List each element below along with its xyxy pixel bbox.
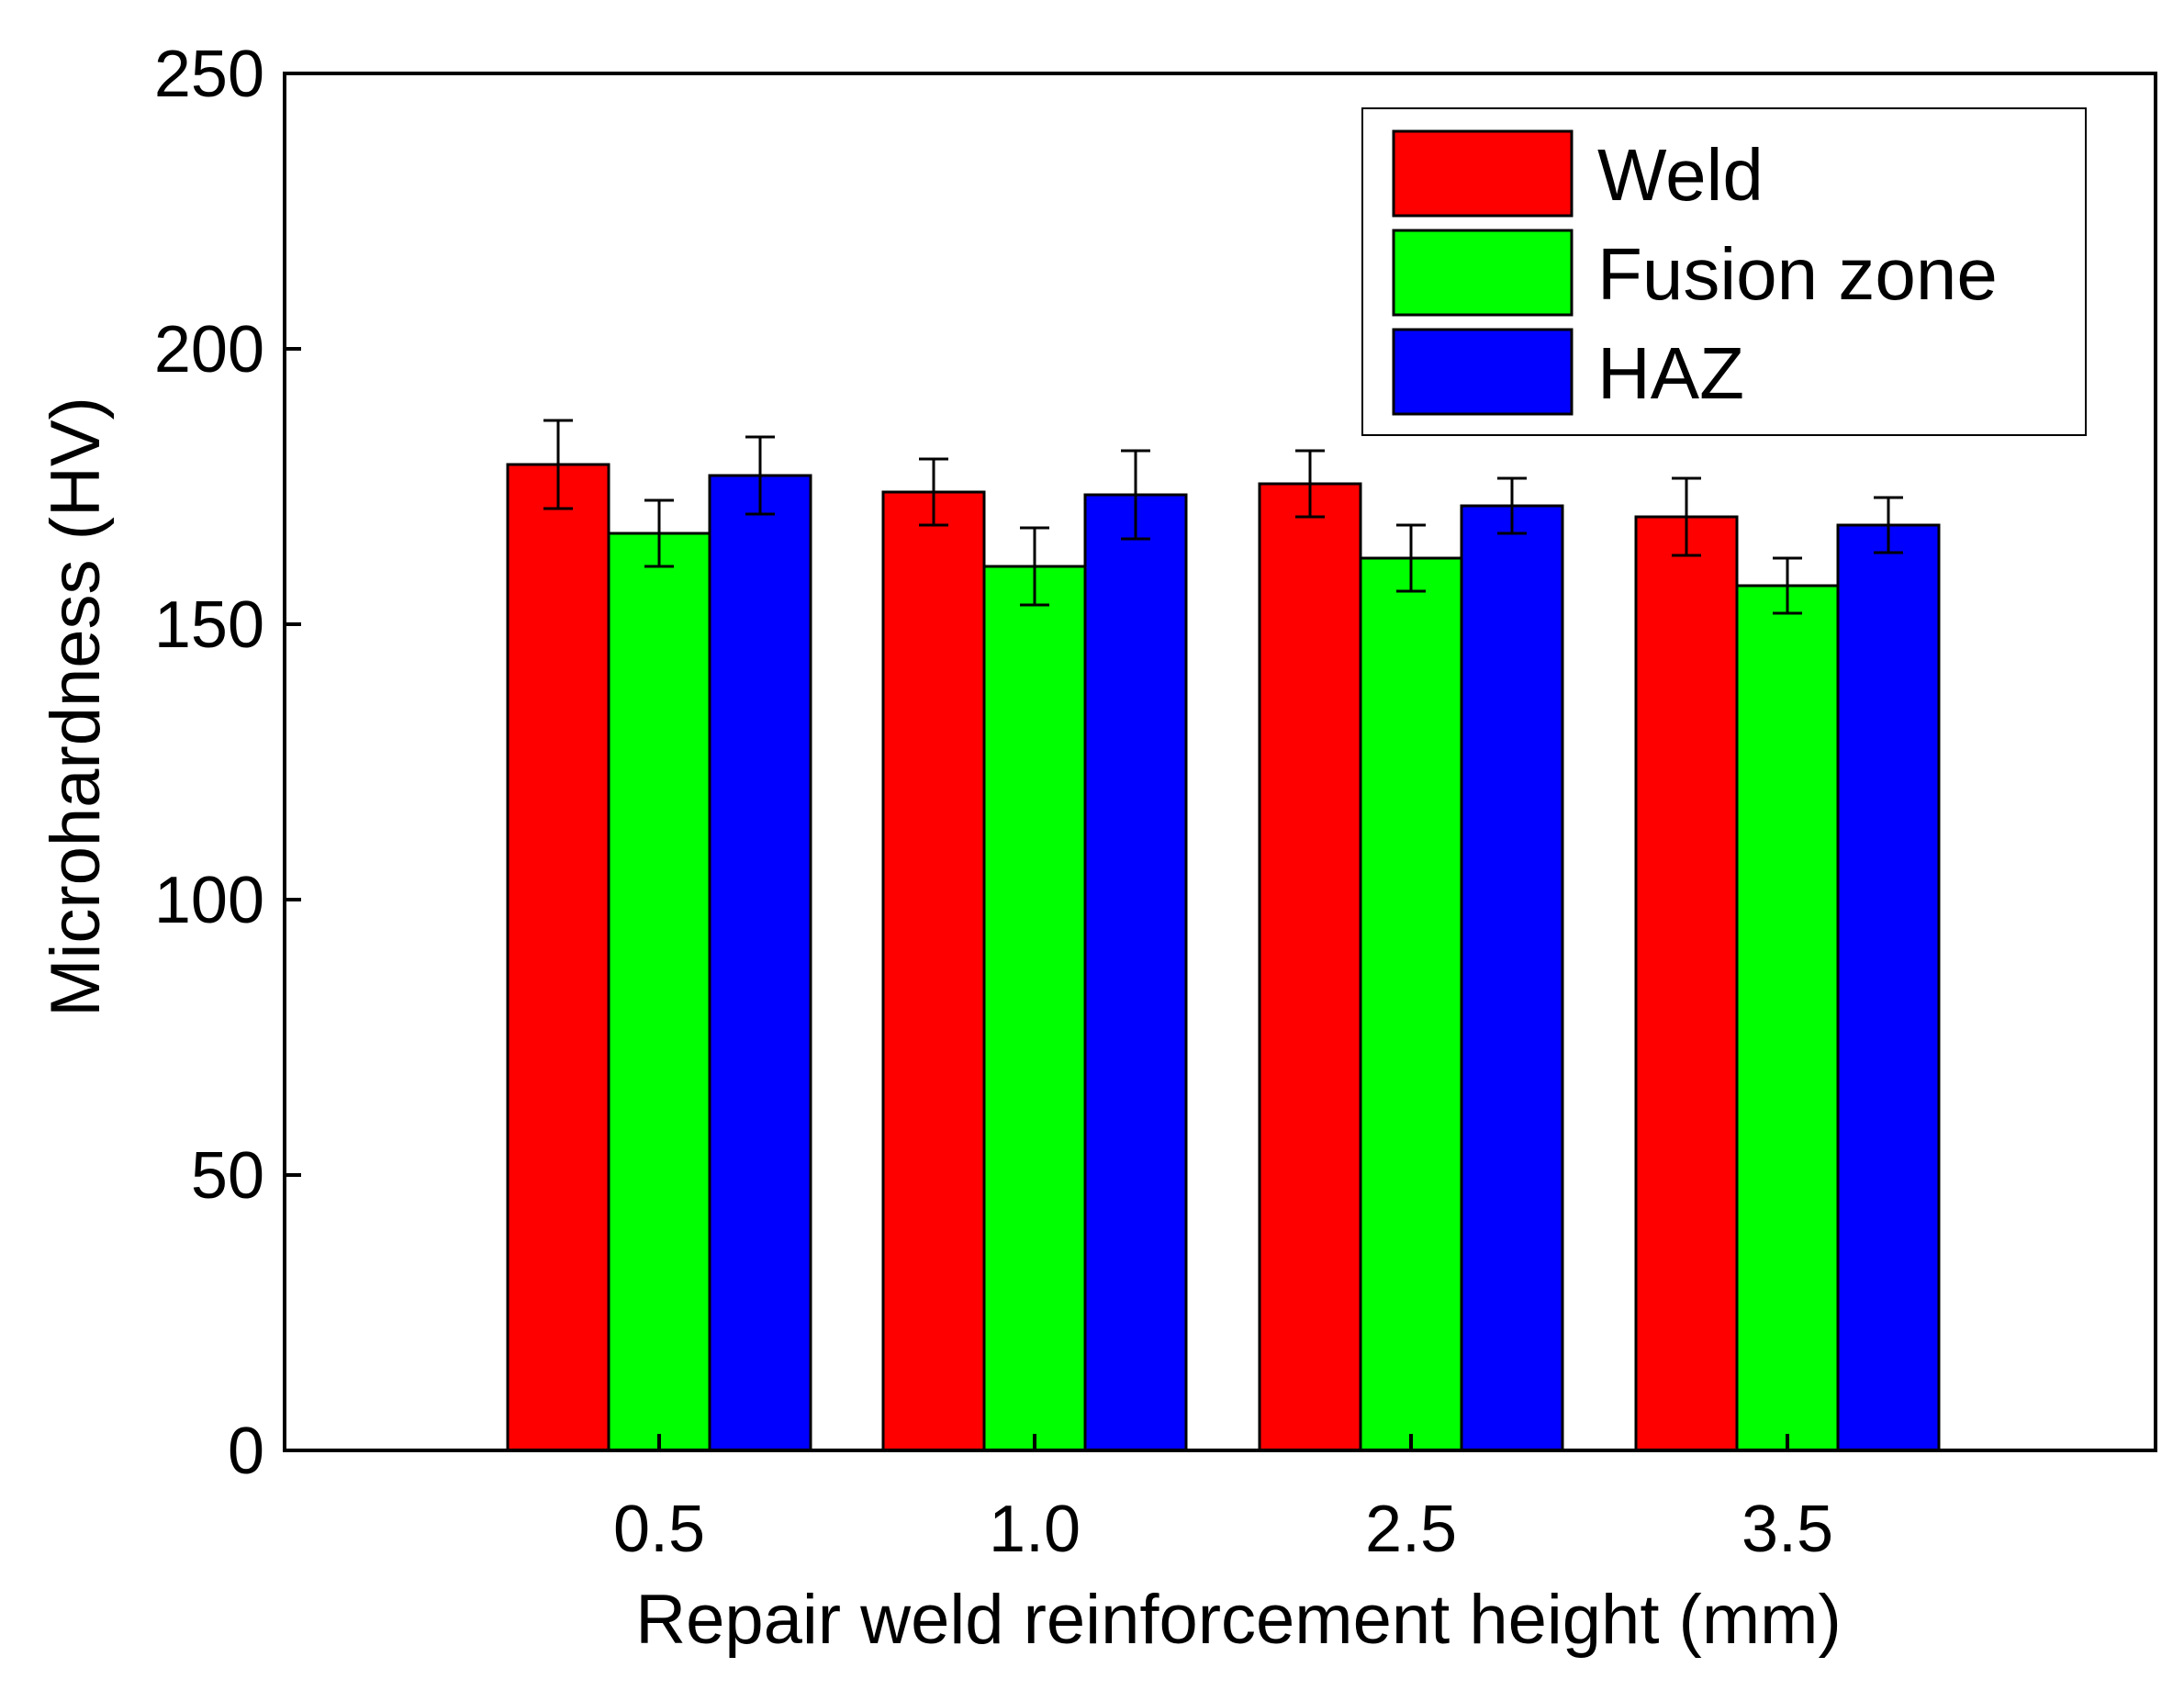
bar-haz-2.5 (1460, 504, 1564, 1452)
x-tick-label: 2.5 (1365, 1493, 1457, 1566)
error-bar (644, 498, 674, 568)
legend-label: HAZ (1597, 332, 1744, 414)
x-axis-title: Repair weld reinforcement height (mm) (635, 1581, 1842, 1659)
legend-label: Weld (1597, 134, 1764, 216)
bar-fusion-zone-2.5 (1359, 556, 1463, 1452)
y-tick-label: 250 (154, 38, 264, 111)
x-axis: 0.5 1.0 2.5 3.5 (613, 1434, 1833, 1566)
error-bar (1020, 526, 1049, 607)
error-bar (1773, 556, 1802, 615)
error-bar (919, 457, 948, 527)
y-tick-label: 100 (154, 864, 264, 937)
error-bar (1672, 476, 1701, 557)
x-tick-label: 0.5 (613, 1493, 705, 1566)
bar-weld-1.0 (881, 490, 986, 1452)
y-tick-label: 150 (154, 588, 264, 662)
legend-swatch (1392, 129, 1574, 218)
bar-haz-1.0 (1083, 493, 1188, 1452)
legend: Weld Fusion zone HAZ (1361, 107, 2087, 436)
error-bar (1396, 523, 1426, 593)
error-bar (1497, 476, 1527, 535)
y-axis-title: Microhardness (HV) (37, 397, 115, 1017)
bar-weld-0.5 (506, 463, 610, 1452)
y-axis: 0 50 100 150 200 250 (154, 38, 301, 1488)
bar-weld-2.5 (1258, 482, 1362, 1452)
y-tick-label: 50 (191, 1139, 264, 1213)
bar-haz-0.5 (708, 474, 812, 1452)
error-bar (1874, 496, 1903, 554)
legend-item-haz: HAZ (1392, 328, 1744, 416)
bars-layer (506, 463, 1941, 1452)
error-bar (1121, 449, 1150, 541)
error-bar (1295, 449, 1325, 519)
legend-item-weld: Weld (1392, 129, 1764, 218)
error-bar (745, 435, 775, 516)
error-bars-layer (543, 419, 1903, 615)
legend-swatch (1392, 229, 1574, 317)
x-tick-label: 1.0 (989, 1493, 1081, 1566)
bar-fusion-zone-3.5 (1735, 584, 1840, 1452)
legend-item-fusion-zone: Fusion zone (1392, 229, 1998, 317)
bar-fusion-zone-0.5 (607, 532, 711, 1452)
error-bar (543, 419, 573, 510)
y-tick-label: 0 (228, 1415, 264, 1488)
bar-fusion-zone-1.0 (982, 565, 1087, 1452)
plot-frame (283, 72, 2157, 1452)
x-tick-label: 3.5 (1742, 1493, 1833, 1566)
bar-weld-3.5 (1634, 515, 1739, 1452)
legend-label: Fusion zone (1597, 233, 1998, 315)
y-tick-label: 200 (154, 313, 264, 386)
bar-haz-3.5 (1836, 523, 1941, 1452)
legend-swatch (1392, 328, 1574, 416)
